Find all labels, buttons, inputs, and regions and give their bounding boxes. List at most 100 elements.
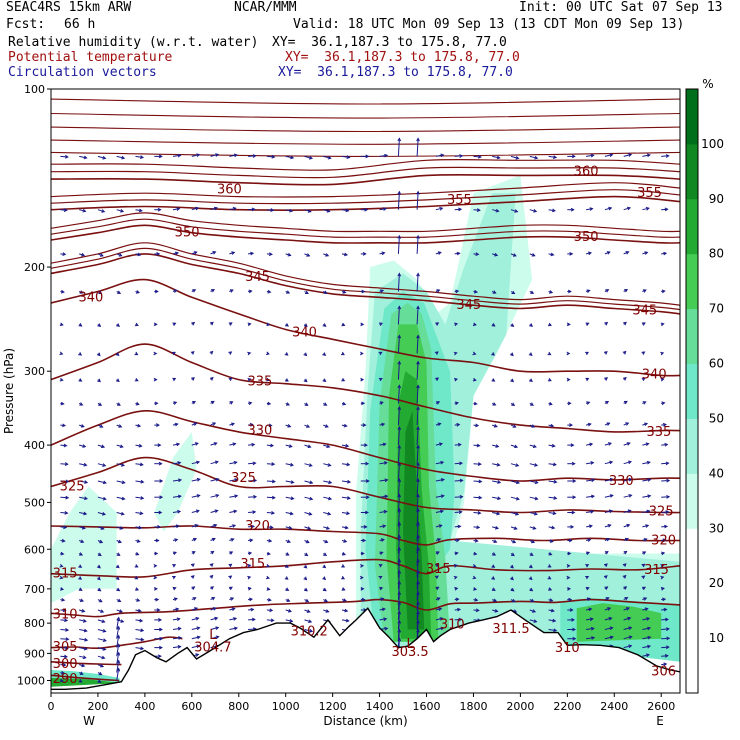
circulation-vector-head: [438, 607, 443, 611]
circulation-vector-head: [137, 423, 142, 428]
circulation-vector: [623, 207, 631, 211]
circulation-vector-head: [342, 401, 347, 406]
header-init: Init: 00 UTC Sat 07 Sep 13: [519, 0, 723, 15]
circulation-vector-head: [590, 153, 595, 158]
circulation-vector: [435, 627, 444, 630]
circulation-vector-head: [416, 384, 420, 389]
circulation-vector-head: [510, 587, 515, 592]
circulation-vector-head: [571, 154, 576, 159]
circulation-vector-head: [512, 424, 517, 428]
circulation-vector: [60, 209, 67, 211]
circulation-vector: [191, 442, 199, 446]
circulation-vector-head: [660, 575, 665, 580]
colorbar-level-label: 50: [709, 411, 724, 425]
circulation-vector-head: [63, 654, 68, 659]
circulation-vector-head: [491, 323, 496, 327]
circulation-vector-head: [567, 586, 572, 591]
circulation-vector-head: [472, 377, 477, 382]
circulation-vector: [97, 209, 105, 213]
circulation-vector: [379, 618, 387, 621]
circulation-vector: [397, 462, 400, 482]
circulation-vector-head: [572, 495, 577, 500]
circulation-vector-head: [211, 537, 216, 542]
y-tick-label: 700: [24, 583, 45, 596]
circulation-vector-head: [548, 587, 553, 591]
circulation-vector-head: [552, 618, 557, 623]
circulation-vector-head: [359, 351, 364, 356]
circulation-vector-head: [324, 598, 329, 603]
circulation-vector-head: [59, 678, 64, 683]
circulation-vector-head: [435, 551, 440, 555]
circulation-vector-head: [626, 442, 631, 446]
circulation-vector-head: [308, 463, 313, 467]
circulation-vector-head: [253, 494, 258, 499]
circulation-vector-head: [440, 478, 445, 482]
circulation-vector-head: [341, 551, 346, 556]
circulation-vector-head: [660, 377, 665, 382]
circulation-vector: [210, 478, 219, 482]
circulation-vector-head: [210, 400, 215, 405]
circulation-vector-head: [98, 598, 103, 603]
circulation-vector: [642, 154, 650, 157]
circulation-vector: [604, 510, 613, 513]
circulation-vector: [97, 647, 106, 651]
circulation-vector-head: [116, 552, 121, 556]
circulation-vector-head: [155, 597, 160, 602]
circulation-vector-head: [64, 618, 69, 623]
circulation-vector-head: [212, 251, 217, 255]
circulation-vector: [623, 494, 632, 498]
circulation-vector: [248, 208, 255, 211]
circulation-vector-head: [59, 322, 64, 327]
circulation-vector-head: [59, 351, 64, 356]
circulation-vector-head: [285, 402, 290, 406]
x-tick-label: 2000: [506, 700, 534, 713]
circulation-vector: [210, 617, 218, 621]
circulation-vector-head: [533, 209, 538, 213]
theta-contour-300: [51, 661, 122, 666]
circulation-vector-head: [362, 251, 367, 256]
circulation-vector-head: [234, 494, 239, 498]
circulation-vector-head: [532, 526, 537, 530]
circulation-vector-head: [530, 598, 535, 603]
circulation-vector: [604, 636, 614, 640]
terrain-mask: [51, 607, 680, 693]
circulation-vector-head: [623, 586, 628, 590]
circulation-vector-head: [664, 442, 669, 447]
circulation-vector-head: [378, 377, 383, 382]
circulation-vector-head: [473, 587, 478, 591]
circulation-vector: [416, 385, 419, 404]
circulation-vector-head: [266, 587, 271, 591]
circulation-vector-head: [551, 443, 556, 448]
circulation-vector-head: [192, 289, 197, 293]
circulation-vector-head: [119, 609, 123, 613]
potential-temperature-contours: [51, 98, 680, 682]
colorbar-segment: [686, 473, 698, 529]
circulation-vector: [266, 155, 275, 158]
field-vec-xy: XY= 36.1,187.3 to 175.8, 77.0: [278, 65, 513, 80]
circulation-vector-head: [232, 442, 237, 446]
circulation-vector-head: [193, 422, 198, 426]
circulation-vector-head: [327, 155, 332, 160]
circulation-vector-head: [153, 563, 158, 568]
circulation-vector-head: [626, 206, 631, 211]
circulation-vector-head: [378, 576, 383, 580]
circulation-vector-head: [345, 208, 350, 213]
circulation-vector-head: [587, 538, 592, 542]
y-tick-label: 600: [24, 543, 45, 556]
circulation-vector-head: [364, 443, 368, 447]
circulation-vector-head: [191, 377, 195, 381]
circulation-vector-head: [138, 443, 143, 448]
circulation-vector-head: [345, 443, 350, 448]
circulation-vector-head: [116, 667, 121, 672]
contour-label: 340: [78, 290, 103, 305]
circulation-vector-head: [609, 494, 614, 498]
circulation-vector-head: [589, 207, 594, 211]
circulation-vector-head: [347, 479, 352, 484]
circulation-vector: [172, 627, 181, 630]
circulation-vector-head: [623, 321, 627, 326]
circulation-vector: [172, 154, 181, 157]
circulation-vector-head: [397, 305, 402, 310]
circulation-vector-head: [78, 378, 83, 382]
theta-contour-aux: [51, 182, 680, 198]
